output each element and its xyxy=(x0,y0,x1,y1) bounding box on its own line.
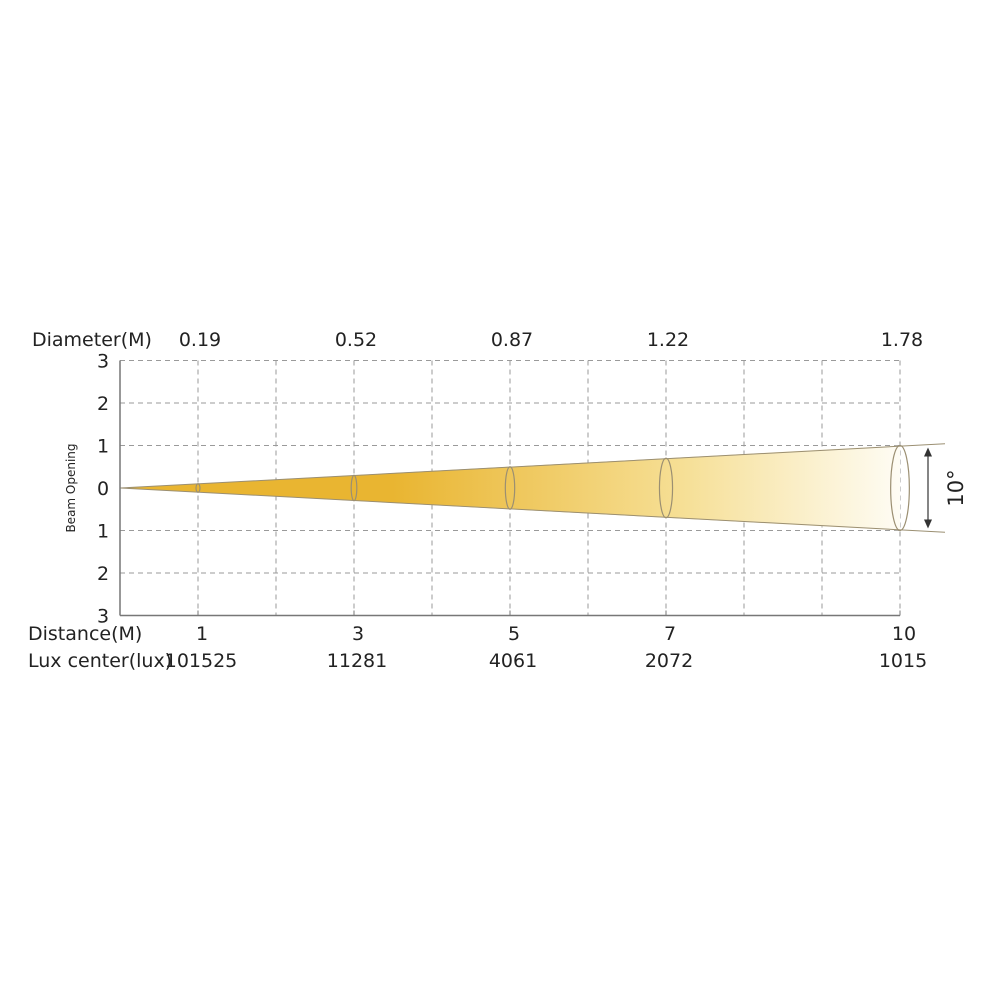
distance-value: 1 xyxy=(196,623,208,645)
distance-value: 5 xyxy=(508,623,520,645)
y-tick-label: 1 xyxy=(97,521,109,543)
beam-cross-section-5 xyxy=(504,466,516,510)
y-axis-title: Beam Opening xyxy=(64,443,78,532)
y-tick-label: 2 xyxy=(97,393,109,415)
distance-value: 10 xyxy=(892,623,916,645)
y-tick-label: 0 xyxy=(97,478,109,500)
lux-value: 4061 xyxy=(489,650,537,672)
y-tick-label: 2 xyxy=(97,563,109,585)
diameter-row-label: Diameter(M) xyxy=(32,329,152,351)
distance-value: 3 xyxy=(352,623,364,645)
beam-angle-arrowhead-top xyxy=(924,447,932,457)
beam-cross-section-3 xyxy=(350,474,358,502)
diameter-value: 0.87 xyxy=(491,329,533,351)
axes xyxy=(119,360,901,617)
lux-value: 11281 xyxy=(327,650,387,672)
beam-angle-arrowhead-bottom xyxy=(924,519,932,529)
lux-row-label: Lux center(lux) xyxy=(28,650,172,672)
lux-value: 2072 xyxy=(645,650,693,672)
diameter-value: 0.52 xyxy=(335,329,377,351)
beam-edge-bottom xyxy=(119,487,946,533)
diameter-value: 1.78 xyxy=(881,329,923,351)
beam-cross-section-1 xyxy=(195,483,201,493)
distance-row-label: Distance(M) xyxy=(28,623,142,645)
diameter-value: 0.19 xyxy=(179,329,221,351)
beam-edge-top xyxy=(119,443,946,489)
distance-value: 7 xyxy=(664,623,676,645)
lux-value: 1015 xyxy=(879,650,927,672)
beam-angle-label: 10° xyxy=(944,469,968,506)
y-tick-label: 3 xyxy=(97,351,109,373)
y-tick-label: 1 xyxy=(97,436,109,458)
beam-cross-section-7 xyxy=(658,457,674,519)
beam-cone-group xyxy=(119,443,946,533)
beam-cross-section-10 xyxy=(890,444,910,532)
y-tick-label: 3 xyxy=(97,606,109,628)
diameter-value: 1.22 xyxy=(647,329,689,351)
beam-cone xyxy=(120,445,900,531)
lux-value: 101525 xyxy=(165,650,238,672)
